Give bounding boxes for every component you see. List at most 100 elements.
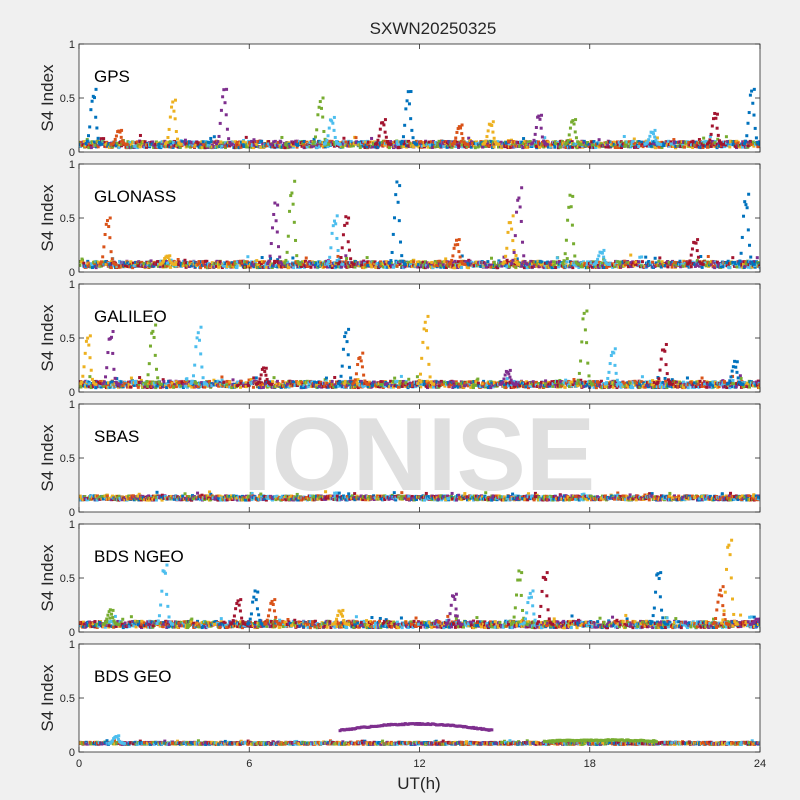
data-point xyxy=(329,143,333,147)
spike-peak xyxy=(321,96,325,100)
spike-peak xyxy=(276,203,280,207)
data-point xyxy=(370,265,374,269)
spike-point xyxy=(313,135,317,139)
spike-point xyxy=(217,134,221,138)
data-point xyxy=(317,139,321,143)
spike-point xyxy=(459,259,463,263)
spike-point xyxy=(742,142,746,146)
data-point xyxy=(645,144,649,148)
data-point xyxy=(630,142,634,146)
data-point xyxy=(342,140,346,144)
data-point xyxy=(441,263,445,267)
spike-point xyxy=(749,255,753,259)
data-point xyxy=(285,143,289,147)
data-point xyxy=(250,382,254,386)
data-point xyxy=(543,263,547,267)
data-point xyxy=(128,380,132,384)
data-point xyxy=(272,140,276,144)
data-point xyxy=(161,263,165,267)
data-point xyxy=(454,380,458,384)
data-point xyxy=(383,265,387,269)
data-point xyxy=(302,265,306,269)
data-point xyxy=(715,142,719,146)
data-point xyxy=(222,380,226,384)
data-point xyxy=(467,136,471,140)
data-point xyxy=(88,382,92,386)
spike-point xyxy=(337,262,341,266)
data-point xyxy=(699,255,703,259)
data-point xyxy=(136,140,140,144)
data-point xyxy=(755,256,759,260)
data-point xyxy=(434,262,438,266)
data-point xyxy=(571,266,575,270)
spike-point xyxy=(514,260,518,264)
data-point xyxy=(300,260,304,264)
data-point xyxy=(495,266,499,270)
data-point xyxy=(714,144,718,148)
data-point xyxy=(340,260,344,264)
data-point xyxy=(231,378,235,382)
data-point xyxy=(704,139,708,143)
data-point xyxy=(174,382,178,386)
data-point xyxy=(131,266,135,270)
data-point xyxy=(228,380,232,384)
data-point xyxy=(559,142,563,146)
spike-point xyxy=(219,108,223,112)
data-point xyxy=(638,255,642,259)
spike-point xyxy=(659,142,663,146)
data-point xyxy=(296,143,300,147)
spike-point xyxy=(179,142,183,146)
data-point xyxy=(349,144,353,148)
spike-point xyxy=(701,262,705,266)
data-point xyxy=(227,262,231,266)
data-point xyxy=(106,381,110,385)
data-point xyxy=(508,383,512,387)
data-point xyxy=(90,263,94,267)
data-point xyxy=(607,145,611,149)
data-point xyxy=(208,379,212,383)
data-point xyxy=(267,266,271,270)
data-point xyxy=(347,263,351,267)
data-point xyxy=(701,145,705,149)
data-point xyxy=(436,264,440,268)
data-point xyxy=(264,382,268,386)
data-point xyxy=(508,265,512,269)
spike-point xyxy=(311,142,315,146)
data-point xyxy=(365,145,369,149)
data-point xyxy=(260,256,264,260)
data-point xyxy=(275,382,279,386)
data-point xyxy=(734,263,738,267)
data-point xyxy=(422,262,426,266)
data-point xyxy=(554,266,558,270)
data-point xyxy=(722,140,726,144)
data-point xyxy=(706,255,710,259)
data-point xyxy=(256,266,260,270)
spike-point xyxy=(166,255,170,259)
spike-point xyxy=(569,205,573,209)
data-point xyxy=(324,376,328,380)
data-point xyxy=(176,145,180,149)
data-point xyxy=(373,260,377,264)
data-point xyxy=(667,144,671,148)
spike-point xyxy=(404,107,408,111)
data-point xyxy=(206,384,210,388)
data-point xyxy=(467,380,471,384)
data-point xyxy=(475,140,479,144)
data-point xyxy=(485,383,489,387)
data-point xyxy=(157,145,161,149)
data-point xyxy=(530,145,534,149)
data-point xyxy=(191,143,195,147)
spike-point xyxy=(456,127,460,131)
data-point xyxy=(320,385,324,389)
spike-point xyxy=(403,123,407,127)
data-point xyxy=(458,263,462,267)
data-point xyxy=(132,383,136,387)
spike-point xyxy=(223,101,227,105)
spike-point xyxy=(518,205,522,209)
data-point xyxy=(343,262,347,266)
data-point xyxy=(99,385,103,389)
data-point xyxy=(520,381,524,385)
data-point xyxy=(85,138,89,142)
data-point xyxy=(99,382,103,386)
spike-point xyxy=(753,126,757,130)
